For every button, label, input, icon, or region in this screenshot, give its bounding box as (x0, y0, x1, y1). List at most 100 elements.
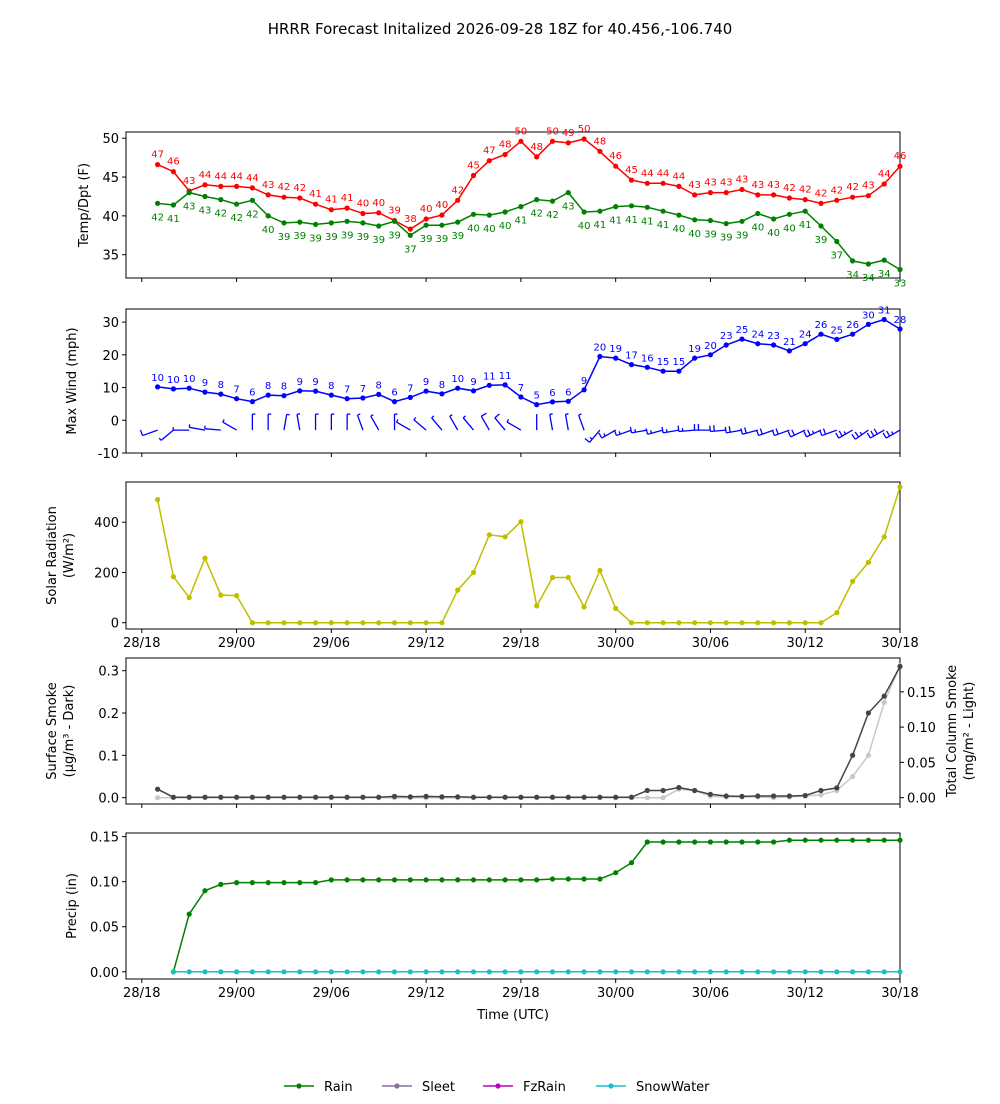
rain-point (471, 877, 476, 882)
wind-point (582, 387, 587, 392)
panel-2-ytick-label: 200 (94, 566, 119, 581)
wind-barb-feather (776, 429, 778, 435)
temp-data-label: 43 (704, 178, 717, 189)
wind-data-label: 26 (815, 320, 828, 331)
wind-barb-feather (297, 414, 300, 415)
snowwater-point (597, 969, 602, 974)
panel-1-ytick-label: -10 (98, 447, 119, 462)
rain-point (234, 880, 239, 885)
wind-data-label: 9 (202, 378, 208, 389)
dewpoint-point (171, 202, 176, 207)
temp-point (755, 192, 760, 197)
panel-3-ytick-right-label: 0.00 (907, 792, 936, 807)
wind-data-label: 7 (360, 384, 366, 395)
panel-2-xtick-label: 30/18 (881, 636, 918, 651)
wind-data-label: 31 (878, 305, 891, 316)
wind-barb-feather (159, 438, 161, 440)
temp-point (202, 182, 207, 187)
dewpoint-point (155, 201, 160, 206)
solar-point (597, 568, 602, 573)
surface-smoke-point (724, 793, 729, 798)
dewpoint-point (345, 219, 350, 224)
wind-barb-feather (495, 414, 500, 418)
temp-data-label: 42 (278, 182, 291, 193)
wind-barb-feather (887, 431, 890, 436)
wind-barb-feather (566, 414, 569, 415)
temp-data-label: 43 (751, 180, 764, 191)
wind-point (202, 390, 207, 395)
snowwater-point (882, 969, 887, 974)
snowwater-point (708, 969, 713, 974)
wind-point (645, 365, 650, 370)
temp-data-label: 41 (309, 189, 322, 200)
temp-data-label: 42 (293, 183, 306, 194)
solar-point (645, 620, 650, 625)
dewpoint-data-label: 41 (657, 220, 670, 231)
rain-point (534, 877, 539, 882)
solar-line (158, 487, 900, 623)
solar-point (392, 620, 397, 625)
dewpoint-data-label: 42 (230, 213, 243, 224)
dewpoint-data-label: 39 (341, 230, 354, 241)
dewpoint-point (882, 258, 887, 263)
wind-data-label: 6 (391, 388, 397, 399)
wind-data-label: 25 (736, 325, 749, 336)
dewpoint-point (392, 219, 397, 224)
temp-point (487, 158, 492, 163)
dewpoint-data-label: 39 (420, 234, 433, 245)
dewpoint-data-label: 42 (214, 209, 227, 220)
temp-point (661, 181, 666, 186)
dewpoint-point (629, 203, 634, 208)
dewpoint-data-label: 39 (736, 230, 749, 241)
wind-point (834, 337, 839, 342)
surface-smoke-point (218, 795, 223, 800)
wind-data-label: 8 (376, 380, 382, 391)
rain-point (771, 839, 776, 844)
panel-2-xtick-label: 30/12 (786, 636, 823, 651)
temp-data-label: 47 (151, 150, 164, 161)
temp-data-label: 43 (862, 181, 875, 192)
wind-barb-feather (651, 430, 652, 433)
dewpoint-point (297, 220, 302, 225)
dewpoint-data-label: 39 (357, 232, 370, 243)
temp-point (297, 195, 302, 200)
wind-barb (396, 422, 410, 430)
temp-data-label: 50 (546, 126, 559, 137)
temp-point (503, 152, 508, 157)
snowwater-point (534, 969, 539, 974)
wind-barb-feather (714, 425, 715, 431)
wind-data-label: 10 (451, 374, 464, 385)
column-smoke-line (158, 666, 900, 798)
temp-data-label: 46 (609, 151, 622, 162)
surface-smoke-point (345, 795, 350, 800)
panel-4-xtick-label: 29/00 (218, 986, 255, 1001)
wind-barb-feather (678, 426, 679, 432)
wind-barb (371, 416, 379, 430)
wind-data-label: 6 (549, 388, 555, 399)
wind-barb-feather (871, 431, 874, 436)
wind-barb-feather (823, 429, 825, 435)
wind-barb-feather (604, 433, 606, 436)
panel-4-xtick-label: 29/12 (407, 986, 444, 1001)
wind-data-label: 23 (767, 331, 780, 342)
wind-barb-feather (635, 429, 636, 432)
temp-point (424, 216, 429, 221)
wind-barb (566, 414, 569, 430)
wind-point (487, 383, 492, 388)
temp-data-label: 44 (878, 169, 891, 180)
temp-data-label: 42 (830, 185, 843, 196)
wind-barb-feather (874, 429, 877, 434)
temp-point (882, 181, 887, 186)
wind-point (818, 332, 823, 337)
wind-barb (143, 430, 158, 435)
surface-smoke-point (708, 792, 713, 797)
wind-barb (189, 427, 205, 430)
wind-barb-feather (804, 431, 807, 436)
temp-point (376, 210, 381, 215)
snowwater-point (408, 969, 413, 974)
rain-point (218, 882, 223, 887)
solar-point (866, 560, 871, 565)
solar-point (787, 620, 792, 625)
temp-point (692, 192, 697, 197)
wind-barb-feather (371, 415, 374, 417)
